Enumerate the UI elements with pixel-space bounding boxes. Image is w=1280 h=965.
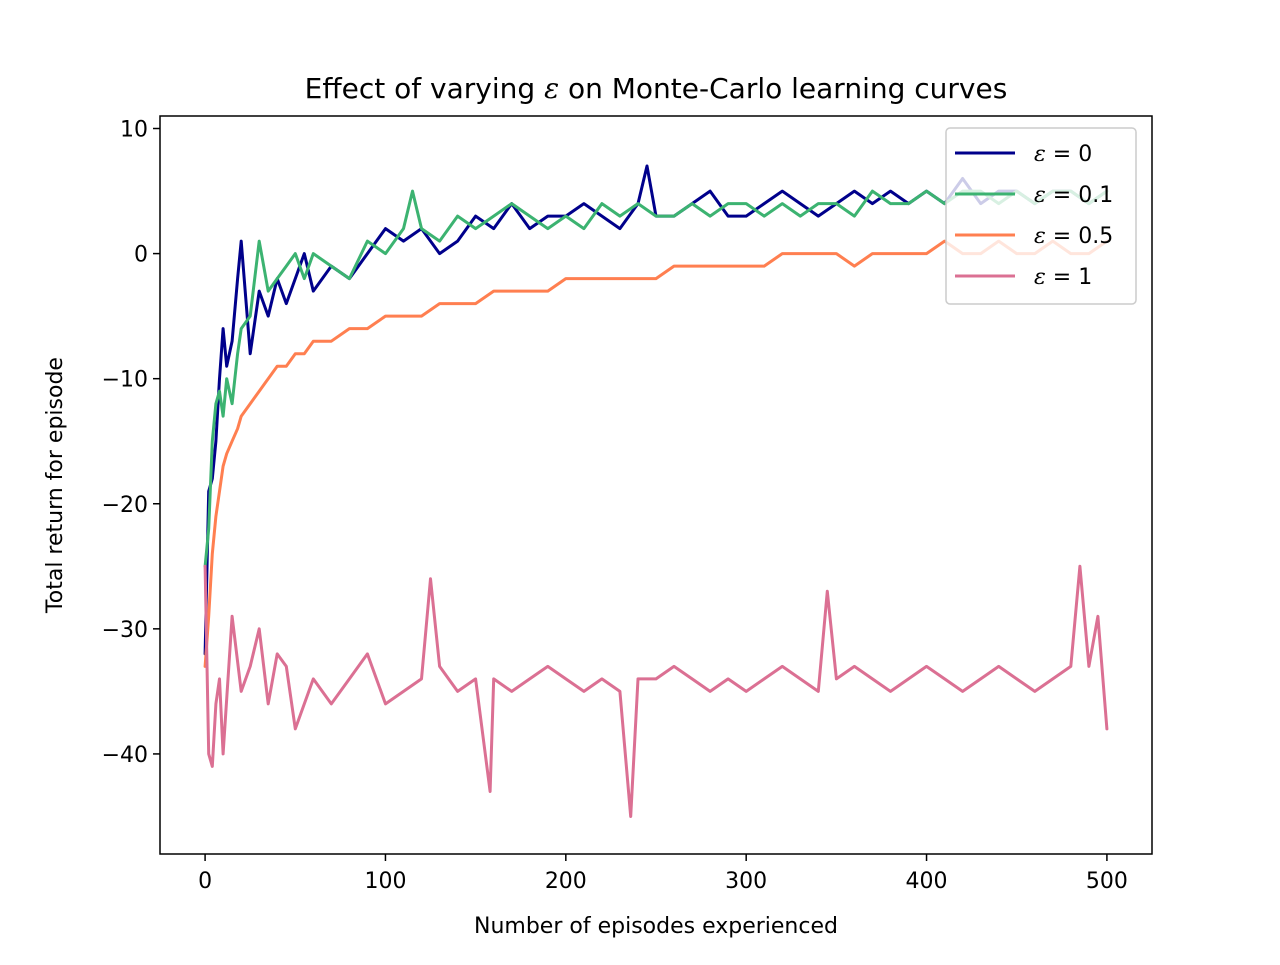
x-tick-label: 0 bbox=[198, 869, 212, 894]
y-tick-label: −10 bbox=[102, 368, 148, 393]
x-axis-label: Number of episodes experienced bbox=[474, 914, 838, 939]
y-axis-ticks: 10 0 −10 −20 −30 −40 bbox=[102, 118, 160, 768]
x-tick-label: 500 bbox=[1086, 869, 1128, 894]
y-axis-label: Total return for episode bbox=[43, 357, 68, 614]
x-tick-label: 100 bbox=[364, 869, 406, 894]
legend-label-1: ε = 0.1 bbox=[1034, 183, 1113, 208]
plot-frame bbox=[159, 115, 1153, 855]
series-layer bbox=[203, 164, 1109, 818]
x-axis-ticks: 0 100 200 300 400 500 bbox=[198, 854, 1128, 894]
y-tick-label: −40 bbox=[102, 743, 148, 768]
x-tick-label: 200 bbox=[545, 869, 587, 894]
legend: ε = 0 ε = 0.1 ε = 0.5 ε = 1 bbox=[945, 127, 1137, 305]
series-line-3 bbox=[203, 564, 1109, 818]
legend-label-3: ε = 1 bbox=[1034, 265, 1092, 290]
series-line-1 bbox=[203, 189, 1109, 568]
chart-title: Effect of varying ε on Monte-Carlo learn… bbox=[305, 72, 1008, 105]
legend-label-2: ε = 0.5 bbox=[1034, 224, 1113, 249]
legend-box bbox=[945, 127, 1137, 305]
y-tick-label: 0 bbox=[134, 243, 148, 268]
legend-label-0: ε = 0 bbox=[1034, 142, 1092, 167]
y-tick-label: −20 bbox=[102, 493, 148, 518]
x-tick-label: 300 bbox=[725, 869, 767, 894]
x-tick-label: 400 bbox=[906, 869, 948, 894]
y-tick-label: −30 bbox=[102, 618, 148, 643]
series-line-2 bbox=[203, 239, 1109, 668]
y-tick-label: 10 bbox=[120, 118, 148, 143]
